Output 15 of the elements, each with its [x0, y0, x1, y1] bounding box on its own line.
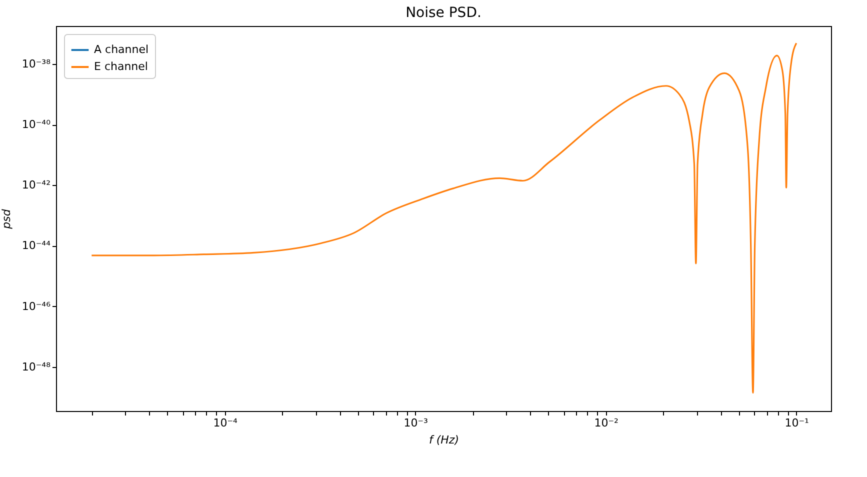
y-tick-label: 10⁻⁴²	[22, 178, 50, 192]
x-tick-label: 10⁻⁴	[213, 416, 238, 430]
legend-label: E channel	[94, 60, 148, 73]
y-tick-label: 10⁻⁴⁰	[22, 118, 52, 132]
chart-title: Noise PSD.	[406, 5, 482, 21]
y-tick-label: 10⁻³⁸	[22, 58, 52, 71]
x-tick-label: 10⁻¹	[784, 416, 809, 430]
y-tick-label: 10⁻⁴⁴	[22, 239, 52, 252]
x-axis-title: f (Hz)	[429, 434, 459, 446]
x-tick-label: 10⁻³	[404, 416, 428, 430]
y-axis-title: psd	[0, 208, 13, 230]
y-tick-label: 10⁻⁴⁶	[22, 300, 52, 313]
y-tick-label: 10⁻⁴⁸	[22, 360, 52, 374]
x-tick-label: 10⁻²	[594, 416, 618, 430]
legend-label: A channel	[94, 43, 149, 56]
